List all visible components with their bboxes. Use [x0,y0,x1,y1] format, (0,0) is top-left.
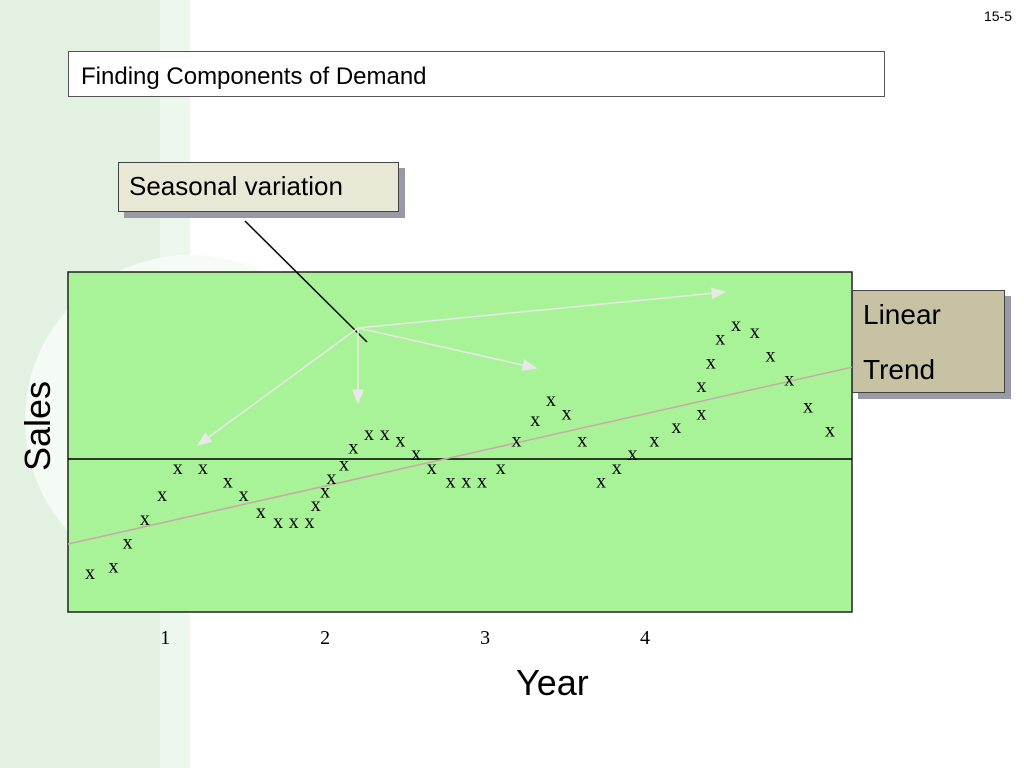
data-point-27: x [496,457,506,479]
data-point-20: x [380,423,390,445]
x-tick-label-4: 4 [640,627,650,649]
data-point-6: x [173,457,183,479]
x-axis-label: Year [516,662,589,703]
data-point-13: x [304,511,314,533]
arrow-to-year3-peak [357,327,538,371]
data-point-21: x [395,430,405,452]
linear-trend-callout: Linear Trend [852,290,1005,393]
linear-trend-label-line2: Trend [863,354,936,385]
x-axis-ticks: 1 2 3 4 [160,627,650,649]
seasonal-arrows [196,287,727,446]
data-point-41: x [715,328,725,350]
arrow-to-year1-peak [196,327,359,446]
data-point-44: x [765,345,775,367]
x-tick-label-1: 1 [160,627,170,649]
data-point-2: x [108,555,118,577]
data-point-18: x [348,436,358,458]
data-point-15: x [320,481,330,503]
data-point-42: x [731,314,741,336]
data-point-39: x [696,375,706,397]
data-point-10: x [256,501,266,523]
data-point-16: x [326,467,336,489]
data-point-36: x [649,430,659,452]
data-point-45: x [784,368,794,390]
data-point-30: x [546,389,556,411]
data-point-19: x [364,423,374,445]
data-point-5: x [157,484,167,506]
callout-connector [244,220,368,343]
data-point-33: x [596,470,606,492]
data-point-23: x [427,457,437,479]
arrow-to-year4-peak [357,287,727,329]
x-tick-label-2: 2 [320,627,330,649]
data-point-29: x [530,409,540,431]
x-tick-label-3: 3 [480,627,490,649]
data-point-8: x [223,470,233,492]
data-point-17: x [339,453,349,475]
data-point-12: x [289,511,299,533]
data-point-7: x [198,457,208,479]
data-point-46: x [803,396,813,418]
seasonal-variation-label: Seasonal variation [129,171,343,201]
data-point-28: x [511,430,521,452]
data-point-3: x [123,532,133,554]
data-point-1: x [85,562,95,584]
linear-trend-label-line1: Linear [863,299,941,330]
data-point-14: x [311,494,321,516]
data-point-26: x [477,470,487,492]
seasonal-variation-callout: Seasonal variation [118,162,399,212]
data-point-37: x [671,416,681,438]
data-point-40: x [706,351,716,373]
data-point-35: x [627,443,637,465]
data-point-32: x [577,430,587,452]
slide-number: 15-5 [983,8,1012,24]
page-title: Finding Components of Demand [81,63,427,90]
trend-line [67,366,853,545]
title-box: Finding Components of Demand [68,51,885,97]
data-point-9: x [239,484,249,506]
data-point-24: x [446,470,456,492]
data-point-43: x [750,321,760,343]
data-point-22: x [411,443,421,465]
data-point-47: x [825,419,835,441]
y-axis-label: Sales [17,380,58,472]
data-point-31: x [562,402,572,424]
data-point-11: x [273,511,283,533]
data-point-25: x [461,470,471,492]
data-point-4: x [140,508,150,530]
data-point-34: x [612,457,622,479]
data-point-38: x [696,402,706,424]
